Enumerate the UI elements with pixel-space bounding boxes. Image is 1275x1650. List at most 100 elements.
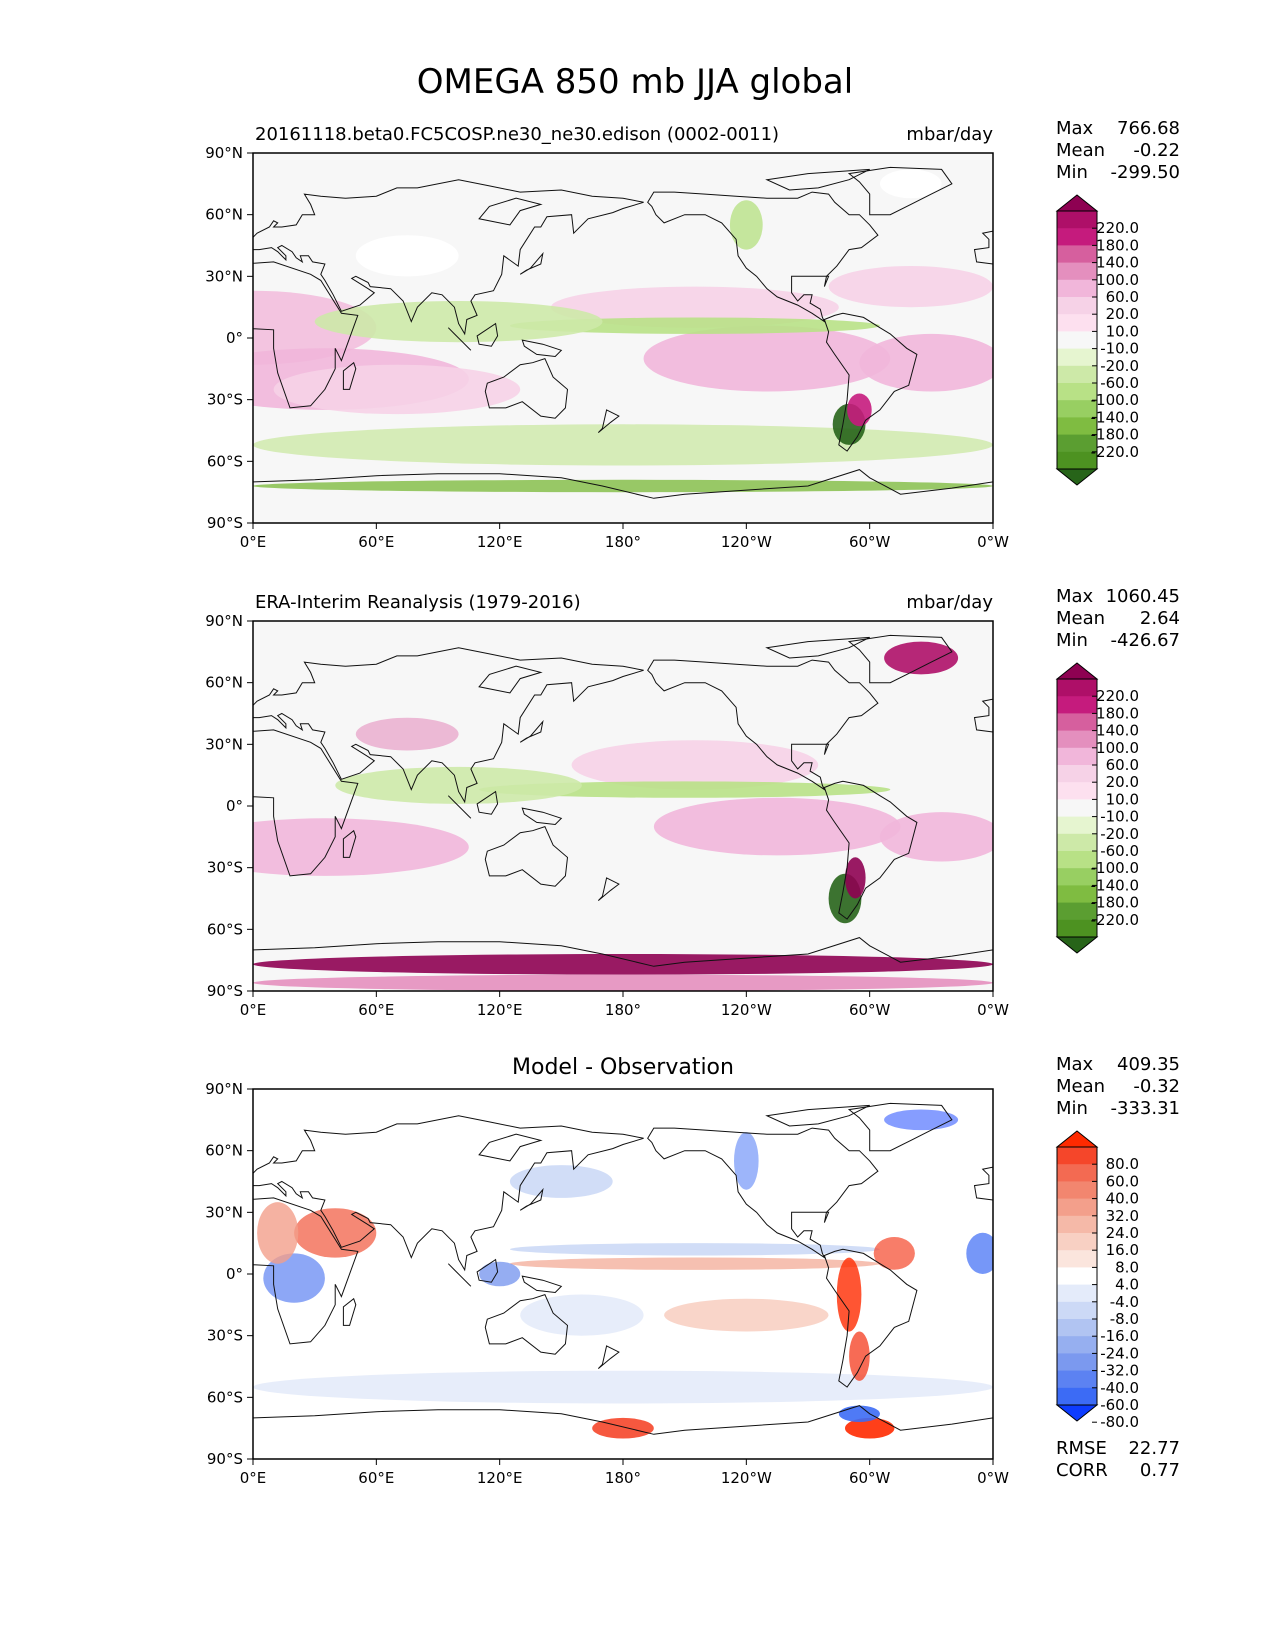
coastline bbox=[342, 1297, 357, 1326]
lon-tick-label: 0°W bbox=[977, 533, 1009, 551]
lat-tick-label: 90°N bbox=[205, 1080, 243, 1098]
colorbar-tick-label: 60.0 bbox=[1106, 1172, 1139, 1190]
lat-tick-label: 60°S bbox=[207, 452, 243, 470]
colorbar-swatch bbox=[1057, 279, 1097, 298]
colorbar-tick-label: -180.0 bbox=[1091, 426, 1139, 444]
coastline bbox=[342, 361, 357, 390]
colorbar-swatch bbox=[1057, 902, 1097, 921]
lon-tick-label: 180° bbox=[605, 1469, 641, 1487]
field-contour bbox=[257, 1202, 299, 1264]
colorbar-swatch bbox=[1057, 1353, 1097, 1371]
coastline bbox=[484, 1293, 569, 1355]
coastline bbox=[521, 1275, 563, 1294]
panel-units: mbar/day bbox=[906, 124, 993, 145]
colorbar-tick-label: -80.0 bbox=[1100, 1413, 1139, 1431]
colorbar-tick-label: -32.0 bbox=[1100, 1362, 1139, 1380]
colorbar-tick-label: 32.0 bbox=[1106, 1207, 1139, 1225]
coastline bbox=[253, 1405, 993, 1459]
stat-min-label: Min bbox=[1056, 162, 1088, 183]
stat-max-value: 409.35 bbox=[1117, 1054, 1180, 1075]
field-contour bbox=[880, 169, 942, 199]
colorbar-swatch bbox=[1057, 833, 1097, 852]
colorbar-extend-min bbox=[1055, 468, 1099, 486]
field-contour bbox=[294, 1208, 377, 1258]
stat-mean-value: -0.22 bbox=[1133, 140, 1180, 161]
lat-tick-label: 60°N bbox=[205, 206, 243, 224]
panel-observation: ERA-Interim Reanalysis (1979-2016) mbar/… bbox=[205, 586, 1180, 1019]
coastline bbox=[476, 1258, 499, 1283]
colorbar-swatch bbox=[1057, 211, 1097, 229]
colorbar-swatch bbox=[1057, 245, 1097, 263]
coastline bbox=[253, 179, 644, 336]
field-contour bbox=[253, 479, 993, 493]
coastline bbox=[253, 261, 359, 409]
colorbar-tick-label: -60.0 bbox=[1100, 842, 1139, 860]
lat-axis: 90°N 60°N 30°N 0° 30°S 60°S 90°S bbox=[205, 612, 253, 1000]
coastline bbox=[847, 1102, 953, 1152]
coastline bbox=[597, 409, 620, 433]
lat-tick-label: 30°S bbox=[207, 391, 243, 409]
coastline bbox=[484, 825, 569, 887]
stats-block: Max 766.68 Mean -0.22 Min -299.50 bbox=[1056, 118, 1180, 183]
colorbar-tick-label: -16.0 bbox=[1100, 1327, 1139, 1345]
coastline bbox=[253, 469, 993, 523]
field-contour bbox=[845, 1417, 895, 1439]
coastline bbox=[823, 312, 918, 452]
field-layer bbox=[253, 641, 993, 991]
colorbar-tick-label: 10.0 bbox=[1106, 322, 1139, 340]
stat-rmse-value: 22.77 bbox=[1128, 1438, 1180, 1459]
colorbar-tick-label: 80.0 bbox=[1106, 1155, 1139, 1173]
lon-tick-label: 120°E bbox=[477, 1001, 523, 1019]
lon-tick-label: 60°W bbox=[849, 533, 891, 551]
colorbar-swatch bbox=[1057, 365, 1097, 384]
colorbar-outline bbox=[1056, 210, 1098, 470]
lon-tick-label: 120°W bbox=[721, 1001, 772, 1019]
coastline bbox=[647, 1127, 879, 1260]
lat-axis: 90°N 60°N 30°N 0° 30°S 60°S 90°S bbox=[205, 1080, 253, 1468]
colorbar-tick-label: -140.0 bbox=[1091, 876, 1139, 894]
coastline bbox=[478, 197, 543, 226]
colorbar-tick-label: -4.0 bbox=[1110, 1293, 1139, 1311]
coastline bbox=[476, 790, 499, 815]
colorbar-swatch bbox=[1057, 400, 1097, 418]
lon-tick-label: 120°W bbox=[721, 533, 772, 551]
colorbar-tick-label: 4.0 bbox=[1115, 1276, 1139, 1294]
colorbar-swatch bbox=[1057, 228, 1097, 246]
colorbar-tick-label: 20.0 bbox=[1106, 305, 1139, 323]
field-contour bbox=[253, 974, 993, 991]
colorbar-swatch bbox=[1057, 1164, 1097, 1182]
coastline bbox=[597, 1345, 620, 1369]
colorbar-tick-label: -220.0 bbox=[1091, 443, 1139, 461]
field-contour bbox=[273, 364, 521, 415]
lat-tick-label: 60°N bbox=[205, 1142, 243, 1160]
colorbar-tick-label: -140.0 bbox=[1091, 408, 1139, 426]
lon-tick-label: 180° bbox=[605, 533, 641, 551]
colorbar-swatch bbox=[1057, 679, 1097, 697]
lat-tick-label: 60°S bbox=[207, 920, 243, 938]
colorbar-tick-label: 20.0 bbox=[1106, 773, 1139, 791]
coastline bbox=[447, 327, 472, 351]
lat-tick-label: 0° bbox=[226, 1265, 243, 1283]
colorbar-swatch bbox=[1057, 1387, 1097, 1406]
colorbar-swatch bbox=[1057, 1284, 1097, 1303]
field-contour bbox=[845, 857, 866, 899]
colorbar-tick-label: 60.0 bbox=[1106, 756, 1139, 774]
colorbar-extend-max bbox=[1055, 194, 1099, 212]
lon-tick-label: 0°E bbox=[240, 533, 267, 551]
figure-title: OMEGA 850 mb JJA global bbox=[417, 62, 853, 102]
colorbar-extend-min bbox=[1055, 1404, 1099, 1422]
field-contour bbox=[253, 424, 993, 466]
field-contour bbox=[873, 1237, 915, 1270]
field-layer bbox=[253, 1109, 993, 1439]
coastline bbox=[847, 634, 953, 684]
field-contour bbox=[335, 766, 582, 804]
field-contour bbox=[729, 200, 763, 250]
colorbar-swatch bbox=[1057, 383, 1097, 401]
stats-block: Max 1060.45 Mean 2.64 Min -426.67 bbox=[1056, 586, 1180, 651]
lon-tick-label: 60°W bbox=[849, 1469, 891, 1487]
lat-tick-label: 30°S bbox=[207, 859, 243, 877]
map-area bbox=[252, 152, 994, 524]
field-contour bbox=[571, 740, 819, 790]
field-contour bbox=[263, 1253, 325, 1303]
colorbar-outline bbox=[1056, 1146, 1098, 1406]
